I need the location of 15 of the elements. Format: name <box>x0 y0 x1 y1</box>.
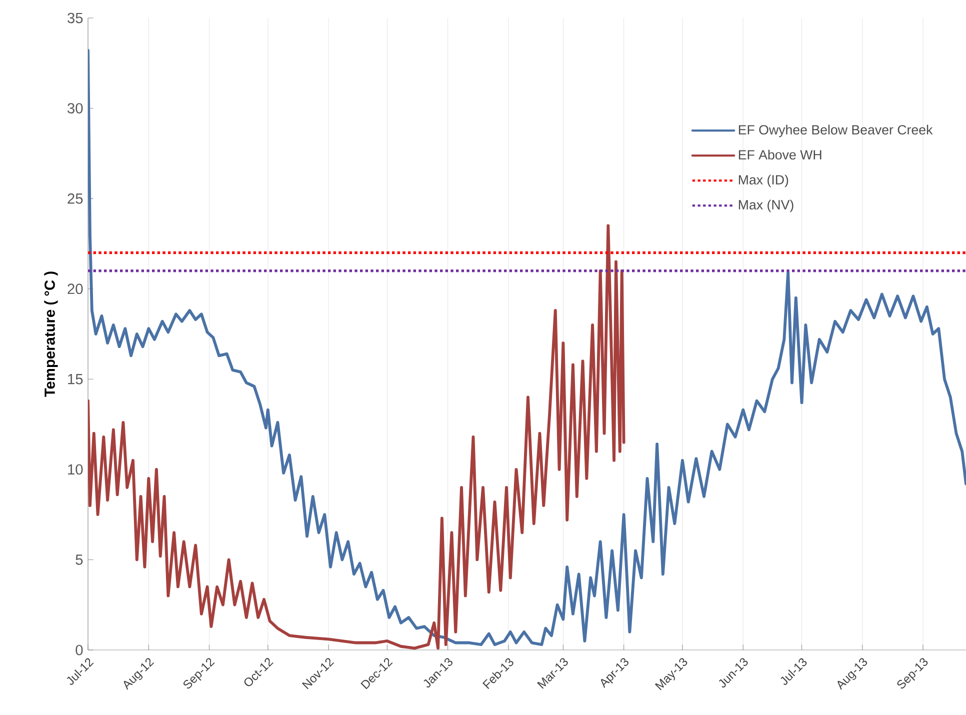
y-axis-title: Temperature ( °C ) <box>44 272 58 397</box>
y-tick-label: 25 <box>68 193 83 204</box>
y-tick-label: 30 <box>68 103 83 114</box>
y-tick-label: 35 <box>68 12 83 24</box>
legend-label: EF Above WH <box>738 150 822 160</box>
y-tick-label: 10 <box>68 464 83 475</box>
line-series <box>88 224 626 650</box>
y-tick-label: 0 <box>76 644 83 656</box>
y-tick-label: 5 <box>76 554 83 565</box>
y-tick-label: 20 <box>68 284 83 294</box>
legend-label: Max (ID) <box>738 174 788 188</box>
line-series <box>88 49 966 646</box>
y-tick-label: 15 <box>68 374 83 384</box>
legend-label: EF Owyhee Below Beaver Creek <box>738 124 933 138</box>
legend-label: Max (NV) <box>738 200 794 212</box>
